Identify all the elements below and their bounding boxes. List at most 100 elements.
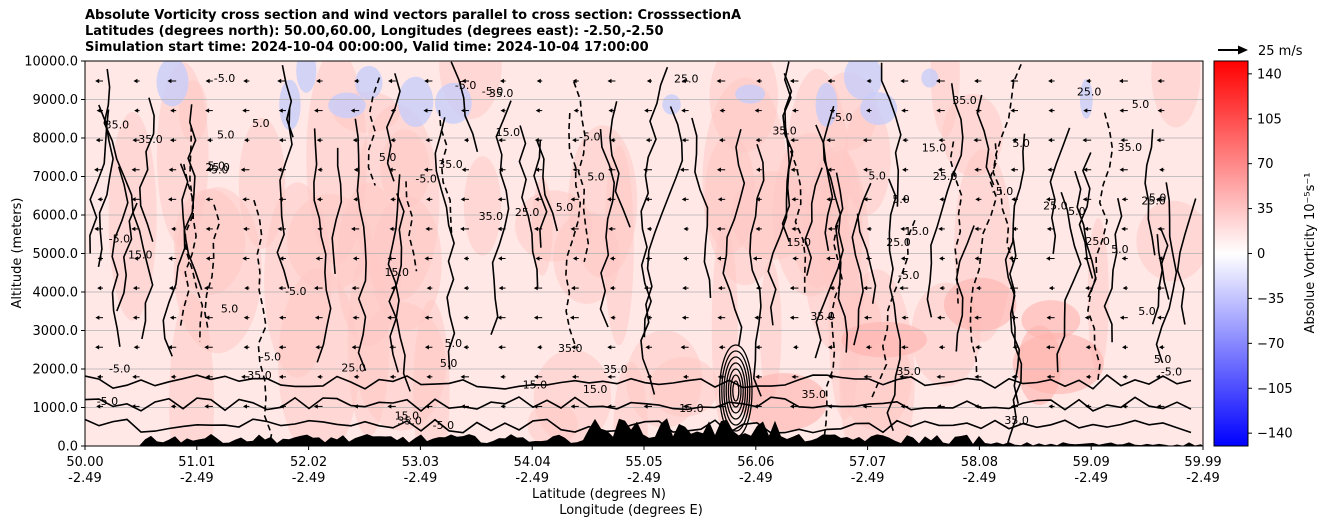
contour-label: 35.0: [247, 369, 272, 382]
wind-vector: [461, 108, 466, 113]
wind-vector: [792, 108, 797, 113]
wind-vector: [317, 374, 322, 380]
contour-line: [85, 374, 1192, 390]
wind-vector: [571, 374, 576, 380]
wind-vector: [827, 345, 832, 350]
contour-line: [732, 380, 740, 402]
wind-vector: [937, 167, 942, 172]
contour-label: -5.0: [831, 111, 852, 124]
wind-vector: [205, 256, 210, 261]
wind-vector: [899, 374, 904, 380]
wind-vector: [424, 256, 429, 261]
wind-vector: [719, 137, 724, 143]
contour-label: 15.0: [904, 225, 929, 238]
wind-vector: [938, 137, 943, 143]
field-patch: [943, 277, 1017, 332]
wind-vector: [278, 197, 283, 202]
contour-line: [1004, 133, 1026, 404]
contour-label: 5.0: [1068, 205, 1086, 218]
wind-vector: [426, 374, 431, 380]
contour-label: 35.0: [802, 388, 827, 401]
wind-vector: [645, 137, 650, 143]
contour-label: 25.0: [205, 161, 230, 174]
field-patch: [169, 293, 215, 446]
wind-vector: [170, 374, 175, 380]
wind-vector: [389, 345, 394, 350]
wind-vector: [1085, 285, 1090, 291]
contour-line: [434, 117, 456, 370]
y-tick-label: 5000.0: [33, 247, 79, 262]
contour-label: 25.0: [674, 73, 699, 86]
wind-vector: [278, 137, 283, 143]
y-tick-label: 6000.0: [33, 209, 79, 224]
x-tick-label-lon: -2.49: [963, 471, 997, 486]
wind-vector: [755, 226, 760, 232]
wind-vector: [826, 315, 831, 320]
wind-vector: [865, 345, 870, 350]
contour-label: -5.0: [285, 285, 306, 298]
wind-vector: [533, 315, 538, 320]
contour-line: [992, 63, 1022, 263]
contour-line: [955, 225, 975, 352]
wind-vector: [424, 345, 429, 350]
wind-vector: [204, 345, 209, 350]
contour-line: [331, 147, 343, 274]
wind-vector: [607, 78, 612, 84]
wind-vector: [1157, 315, 1162, 320]
wind-vector: [500, 404, 505, 409]
wind-vector: [351, 226, 356, 232]
contour-label: -5.0: [415, 173, 436, 186]
wind-vector: [863, 315, 868, 320]
field-patch: [178, 80, 208, 143]
wind-vector: [243, 78, 248, 84]
field-patch: [731, 171, 814, 260]
contour-line: [783, 131, 807, 294]
contour-label: 35.0: [1004, 414, 1029, 427]
wind-vector: [716, 78, 721, 84]
wind-vector: [96, 108, 101, 113]
wind-vector: [1085, 374, 1090, 380]
contour-line: [1103, 198, 1123, 343]
contour-label: 5.0: [379, 151, 397, 164]
wind-vector: [500, 108, 505, 113]
wind-vector: [1048, 137, 1053, 143]
wind-vector: [95, 78, 100, 84]
wind-vector: [1045, 345, 1050, 350]
wind-vector: [862, 404, 867, 409]
x-tick-label-lat: 51.01: [178, 455, 215, 470]
wind-vector: [534, 137, 539, 143]
contour-line: [721, 350, 751, 432]
wind-vector: [646, 315, 651, 320]
wind-vector: [279, 256, 284, 261]
wind-vector: [500, 374, 505, 380]
wind-vector: [1046, 226, 1051, 232]
contour-label: -5.0: [214, 72, 235, 85]
wind-vector: [96, 404, 101, 409]
field-patch-negative: [397, 76, 434, 128]
wind-vector: [1012, 137, 1017, 143]
x-tick-label-lon: -2.49: [68, 471, 102, 486]
wind-vector: [389, 374, 394, 380]
contour-label: 35.0: [1118, 141, 1143, 154]
wind-vector: [681, 315, 686, 320]
contour-line: [438, 110, 453, 237]
wind-vector: [682, 404, 687, 409]
wind-vector: [278, 108, 283, 113]
wind-vector: [792, 256, 797, 261]
contour-line: [640, 106, 684, 395]
wind-vector: [863, 285, 868, 291]
contour-line: [1159, 227, 1170, 300]
wind-vector: [426, 285, 431, 291]
wind-vector: [789, 285, 794, 291]
wind-vector: [353, 197, 358, 202]
field-patch: [568, 125, 638, 279]
colorbar-label: Absolue Vorticity 10⁻⁵s⁻¹: [1303, 173, 1318, 334]
contour-label: -5.0: [109, 363, 130, 376]
x-axis-label-latitude: Latitude (degrees N): [532, 487, 666, 502]
wind-vector: [277, 226, 282, 232]
wind-vector: [205, 197, 210, 202]
wind-vector: [390, 285, 395, 291]
contour-line: [313, 128, 332, 363]
wind-vector: [500, 78, 505, 84]
contour-label: -5.0: [1161, 366, 1182, 379]
